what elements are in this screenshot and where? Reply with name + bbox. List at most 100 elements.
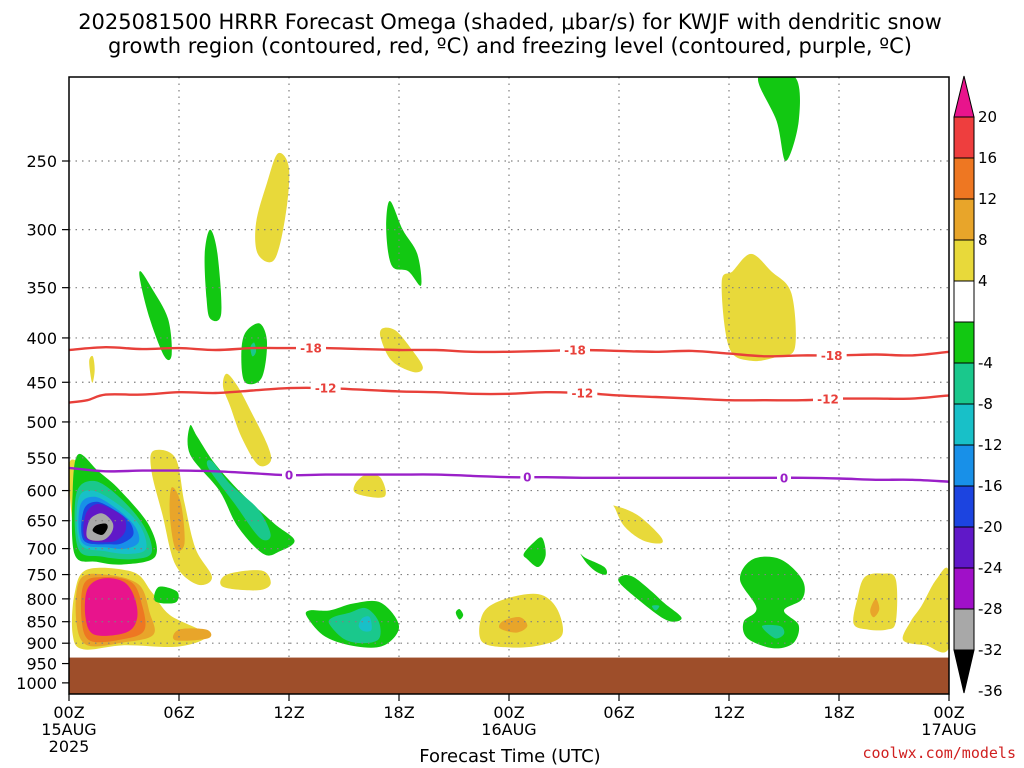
colorbar-label: 8 [978, 231, 988, 249]
omega-region [89, 355, 95, 383]
y-tick-label: 1000 [16, 674, 57, 693]
omega-region [222, 373, 272, 467]
omega-region [651, 605, 660, 611]
omega-region [618, 575, 682, 622]
omega-region [758, 77, 800, 161]
y-tick-label: 600 [26, 482, 57, 501]
x-tick-label: 06Z [163, 703, 194, 722]
chart-title-line2: growth region (contoured, red, ºC) and f… [108, 34, 912, 58]
contour-label: -18 [564, 344, 586, 358]
y-tick-label: 450 [26, 373, 57, 392]
colorbar-label: -24 [978, 559, 1003, 577]
y-tick-label: 950 [26, 655, 57, 674]
y-tick-label: 800 [26, 590, 57, 609]
y-tick-label: 300 [26, 221, 57, 240]
omega-region [902, 567, 949, 653]
credit-text: coolwx.com/models [862, 744, 1016, 762]
y-tick-label: 850 [26, 613, 57, 632]
colorbar-top-arrow [953, 75, 975, 118]
colorbar-bin [953, 526, 975, 569]
colorbar-label: -12 [978, 436, 1003, 454]
colorbar-bin [953, 608, 975, 651]
y-tick-label: 700 [26, 540, 57, 559]
contour-line [68, 345, 950, 358]
x-tick-label: 12Z [713, 703, 744, 722]
contour-label-bg [777, 470, 791, 485]
contour-lines: -18 -18 -18 -12 -12 -12 0 0 0 [68, 341, 950, 485]
omega-region [523, 537, 546, 568]
contour-label: -12 [571, 386, 593, 400]
omega-region [204, 229, 222, 322]
colorbar-label: -4 [978, 354, 993, 372]
omega-region [172, 628, 212, 641]
omega-region [206, 460, 271, 541]
contour-label-bg [296, 341, 326, 356]
omega-region [580, 553, 608, 575]
x-tick-label: 00Z [933, 703, 964, 722]
contour-label: -18 [300, 342, 322, 356]
colorbar-bin [953, 362, 975, 405]
x-tick-label: 00Z [493, 703, 524, 722]
contour-label: 0 [285, 469, 293, 483]
colorbar-label: -20 [978, 518, 1003, 536]
x-tick-label: 00Z [53, 703, 84, 722]
ground-below-surface [69, 657, 949, 694]
omega-region [386, 201, 422, 286]
y-tick-label: 500 [26, 413, 57, 432]
colorbar: 20 16 12 8 4 -4 -8 -12 -16 -20 -24 -28 -32 -36 [953, 75, 1003, 700]
contour-label: 0 [780, 471, 788, 485]
y-tick-label: 900 [26, 634, 57, 653]
contour-label: -12 [315, 382, 337, 396]
x-tick-date: 17AUG [921, 720, 976, 739]
omega-region [761, 624, 785, 639]
y-tick-label: 750 [26, 566, 57, 585]
contour-label-bg [310, 381, 341, 396]
omega-region [455, 609, 464, 620]
colorbar-label: 12 [978, 190, 997, 208]
contour-label: -12 [817, 393, 839, 407]
colorbar-bin [953, 116, 975, 159]
omega-region [870, 598, 880, 618]
x-tick-label: 06Z [603, 703, 634, 722]
omega-region [358, 616, 372, 632]
contour-line [68, 466, 950, 483]
colorbar-bin [953, 444, 975, 487]
colorbar-label: -32 [978, 641, 1003, 659]
y-tick-label: 250 [26, 152, 57, 171]
omega-region [187, 425, 295, 556]
omega-region [250, 342, 257, 357]
x-tick-label: 18Z [383, 703, 414, 722]
contour-line [68, 386, 950, 404]
colorbar-bin [953, 321, 975, 364]
plot-area: -18 -18 -18 -12 -12 -12 0 0 0 [68, 76, 950, 695]
omega-region [84, 578, 138, 636]
colorbar-label: -8 [978, 395, 993, 413]
grid-lines [69, 77, 949, 694]
colorbar-label: 4 [978, 272, 988, 290]
contour-label: -18 [821, 349, 843, 363]
colorbar-label: -36 [978, 682, 1003, 700]
y-tick-label: 550 [26, 449, 57, 468]
omega-region [169, 487, 185, 551]
x-tick-label: 18Z [823, 703, 854, 722]
colorbar-label: -16 [978, 477, 1003, 495]
colorbar-bottom-arrow [953, 649, 975, 694]
omega-shading [69, 77, 949, 653]
colorbar-bin [953, 239, 975, 282]
colorbar-bin [953, 157, 975, 200]
contour-label-bg [813, 392, 843, 407]
colorbar-label: 16 [978, 149, 997, 167]
omega-region [255, 152, 290, 263]
contour-label-bg [520, 470, 535, 485]
colorbar-bin [953, 280, 975, 323]
colorbar-bin [953, 403, 975, 446]
y-tick-label: 400 [26, 329, 57, 348]
colorbar-bin [953, 485, 975, 528]
colorbar-bin [953, 198, 975, 241]
y-axis-ticks: 250 300 350 400 450 500 550 600 650 700 750 800 850 9… [16, 152, 69, 693]
x-tick-year: 2025 [49, 737, 90, 756]
contour-label-bg [560, 343, 590, 358]
colorbar-label: 20 [978, 108, 997, 126]
